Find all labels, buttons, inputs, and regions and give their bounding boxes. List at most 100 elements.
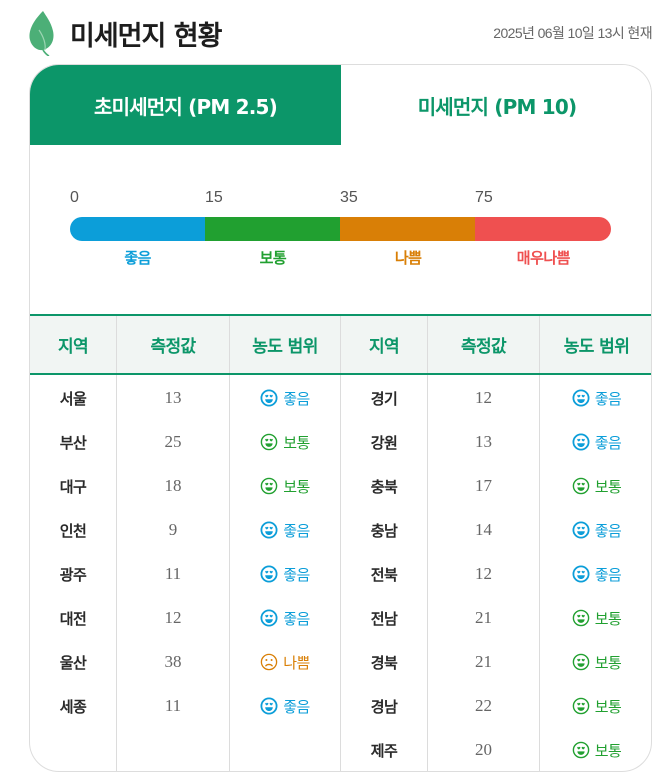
grade-label-good: 좋음 [124, 249, 151, 267]
scale-ticks: 0 15 35 75 [70, 189, 611, 209]
tab-pm25[interactable]: 초미세먼지 (PM 2.5) [30, 65, 341, 145]
smile-heart-eyes-filled-icon [260, 609, 278, 627]
grade-badge: 보통 [572, 696, 622, 717]
smile-heart-eyes-outline-icon [572, 609, 590, 627]
grade-text: 좋음 [594, 433, 622, 452]
grade-cell: 좋음 [540, 376, 651, 420]
column-region-left: 서울 부산 대구 인천 광주 대전 울산 세종 [30, 375, 117, 771]
measured-value: 12 [475, 388, 492, 407]
grade-badge: 좋음 [572, 388, 622, 409]
smile-heart-eyes-outline-icon [572, 741, 590, 759]
measured-value: 12 [475, 564, 492, 583]
grade-cell: 나쁨 [230, 640, 340, 684]
measured-value: 21 [475, 652, 492, 671]
region-name: 충북 [370, 477, 398, 496]
grade-text: 보통 [594, 653, 622, 672]
leaf-icon [29, 11, 54, 56]
region-name: 전북 [370, 565, 398, 584]
tab-pm10[interactable]: 미세먼지 (PM 10) [341, 65, 651, 145]
region-name: 울산 [59, 653, 87, 672]
dust-status-card: 초미세먼지 (PM 2.5) 미세먼지 (PM 10) 0 15 35 75 좋… [29, 64, 652, 772]
grade-label-normal: 보통 [259, 249, 287, 267]
grade-text: 좋음 [594, 565, 622, 584]
header-grade: 농도 범위 [230, 316, 341, 373]
grade-cell: 좋음 [230, 508, 340, 552]
grade-text: 보통 [594, 741, 622, 760]
grade-cell: 보통 [230, 420, 340, 464]
smile-heart-eyes-outline-icon [572, 477, 590, 495]
grade-cell: 좋음 [230, 552, 340, 596]
column-grade-right: 좋음 좋음 보통 좋음 좋음 보통 보통 보통 보통 [540, 375, 651, 771]
grade-badge: 보통 [572, 608, 622, 629]
scale-segment-good [70, 217, 205, 241]
grade-text: 좋음 [283, 565, 310, 584]
scale-segment-very-bad [475, 217, 611, 241]
region-name: 경남 [370, 697, 398, 716]
measured-value: 38 [164, 652, 182, 671]
measured-value: 12 [164, 608, 182, 627]
smile-heart-eyes-outline-icon [260, 477, 278, 495]
scale-grade-labels: 좋음 보통 나쁨 매우나쁨 [70, 247, 611, 271]
grade-badge: 보통 [260, 476, 310, 497]
grade-badge: 좋음 [260, 564, 310, 585]
grade-cell: 좋음 [540, 420, 651, 464]
grade-text: 좋음 [283, 697, 310, 716]
grade-cell: 좋음 [230, 596, 340, 640]
header-grade: 농도 범위 [563, 337, 630, 357]
grade-cell: 보통 [540, 728, 651, 771]
grade-badge: 보통 [572, 740, 622, 761]
timestamp: 2025년 06월 10일 13시 현재 [493, 25, 652, 41]
region-name: 부산 [59, 433, 87, 452]
column-region-right: 경기 강원 충북 충남 전북 전남 경북 경남 제주 [341, 375, 428, 771]
grade-cell: 보통 [540, 596, 651, 640]
grade-cell: 보통 [540, 684, 651, 728]
grade-text: 나쁨 [283, 653, 310, 672]
smile-heart-eyes-filled-icon [572, 521, 590, 539]
grade-badge: 보통 [260, 432, 310, 453]
grade-text: 좋음 [283, 609, 310, 628]
grade-badge: 좋음 [572, 520, 622, 541]
smile-heart-eyes-filled-icon [572, 433, 590, 451]
concentration-scale: 0 15 35 75 좋음 보통 나쁨 매우나쁨 [70, 189, 611, 279]
measured-value: 14 [475, 520, 492, 539]
header-region: 지역 [30, 316, 117, 373]
grade-text: 보통 [283, 477, 310, 496]
grade-text: 좋음 [594, 389, 622, 408]
region-name: 경북 [370, 653, 398, 672]
table-header: 지역 측정값 농도 범위 지역 측정값 농도 범위 [30, 314, 651, 375]
grade-text: 보통 [594, 609, 622, 628]
measured-value: 11 [164, 564, 182, 583]
grade-label-very-bad: 매우나쁨 [516, 249, 571, 267]
grade-badge: 좋음 [572, 564, 622, 585]
header-value: 측정값 [428, 316, 540, 373]
grade-badge: 좋음 [572, 432, 622, 453]
column-grade-left: 좋음 보통 보통 좋음 좋음 좋음 나쁨 좋음 [230, 375, 341, 771]
smile-heart-eyes-filled-icon [260, 389, 278, 407]
grade-cell: 보통 [540, 464, 651, 508]
scale-tick: 0 [70, 189, 79, 206]
smile-heart-eyes-outline-icon [572, 653, 590, 671]
regional-dust-table: 지역 측정값 농도 범위 지역 측정값 농도 범위 서울 부산 대구 인천 광주 대전 울산… [30, 314, 651, 771]
grade-text: 보통 [594, 477, 622, 496]
grade-badge: 좋음 [260, 388, 310, 409]
measured-value: 17 [475, 476, 492, 495]
scale-tick: 15 [205, 189, 223, 206]
grade-cell: 좋음 [230, 376, 340, 420]
region-name: 인천 [59, 521, 87, 540]
scale-tick: 75 [475, 189, 493, 206]
grade-text: 보통 [594, 697, 622, 716]
smile-heart-eyes-filled-icon [260, 697, 278, 715]
smile-heart-eyes-outline-icon [572, 697, 590, 715]
scale-bar [70, 217, 611, 241]
page-title: 미세먼지 현황 [70, 21, 222, 52]
measured-value: 13 [164, 388, 182, 407]
grade-cell: 보통 [540, 640, 651, 684]
region-name: 충남 [370, 521, 398, 540]
smile-heart-eyes-filled-icon [260, 521, 278, 539]
grade-badge: 좋음 [260, 520, 310, 541]
measured-value: 9 [168, 520, 178, 539]
scale-segment-bad [340, 217, 475, 241]
grade-text: 보통 [283, 433, 310, 452]
column-value-right: 12 13 17 14 12 21 21 22 20 [428, 375, 540, 771]
header-region: 지역 [341, 316, 428, 373]
